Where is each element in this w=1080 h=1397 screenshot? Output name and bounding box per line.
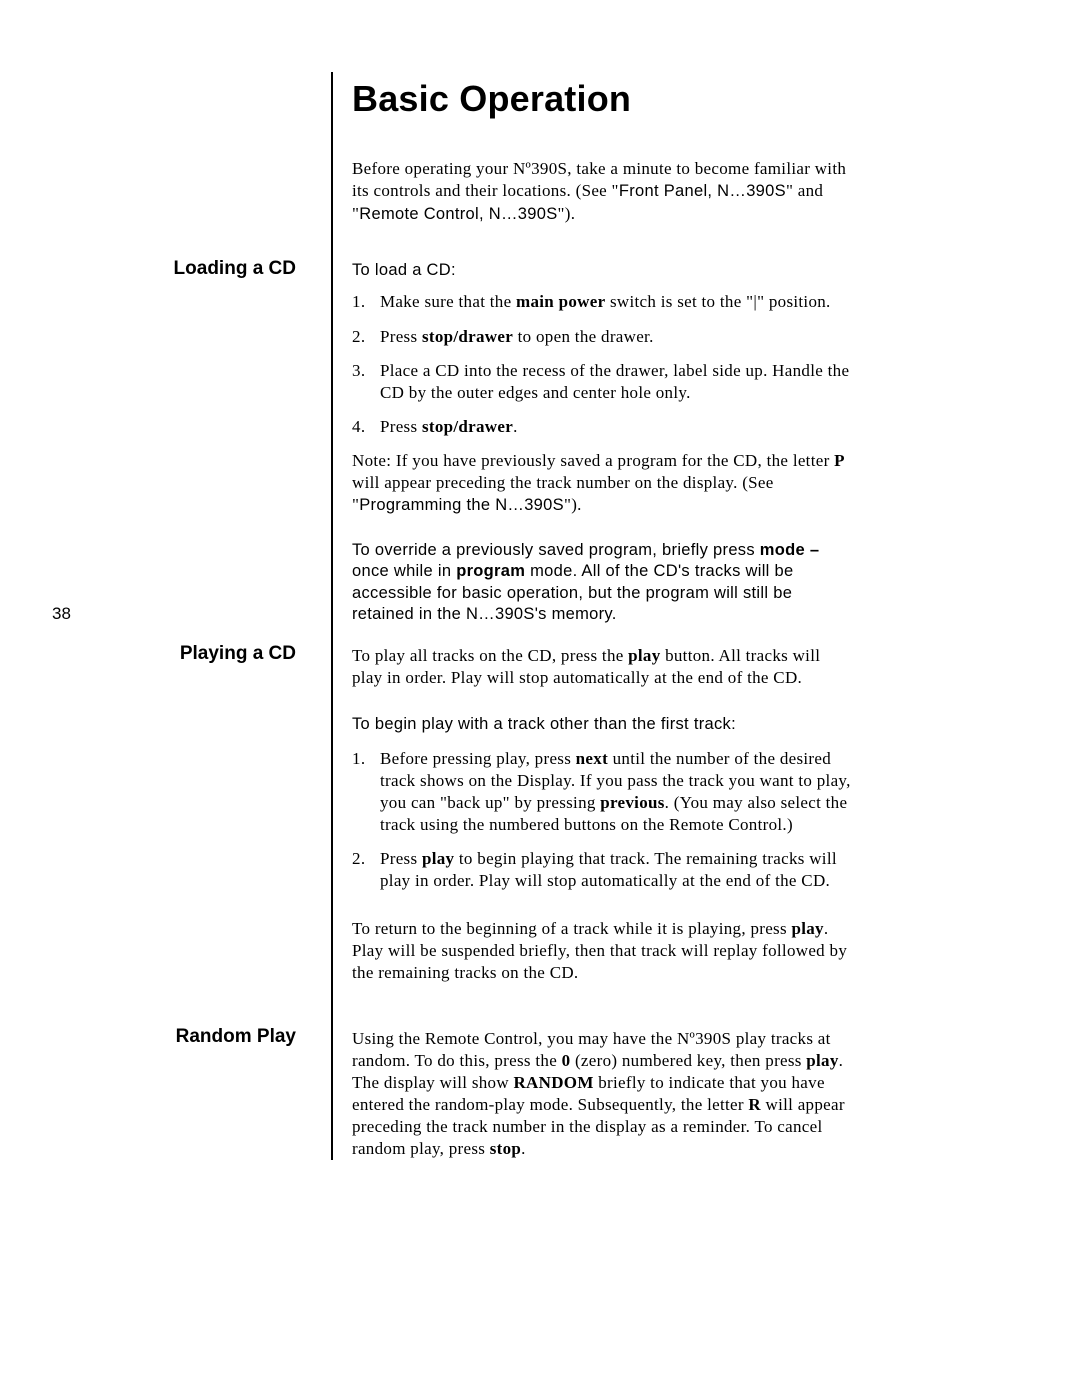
list-item: Press stop/drawer. bbox=[352, 416, 852, 438]
loading-note: Note: If you have previously saved a pro… bbox=[352, 450, 852, 517]
playing-p1: To play all tracks on the CD, press the … bbox=[352, 645, 852, 689]
list-item: Place a CD into the recess of the drawer… bbox=[352, 360, 852, 404]
vertical-divider bbox=[331, 72, 333, 1160]
page-number: 38 bbox=[52, 604, 71, 624]
playing-steps: Before pressing play, press next until t… bbox=[352, 748, 852, 893]
list-item: Before pressing play, press next until t… bbox=[352, 748, 852, 836]
list-item: Make sure that the main power switch is … bbox=[352, 291, 852, 313]
list-item: Press play to begin playing that track. … bbox=[352, 848, 852, 892]
manual-page: 38 Basic Operation Before operating your… bbox=[0, 0, 1080, 1397]
playing-p2: To begin play with a track other than th… bbox=[352, 714, 852, 735]
side-heading-random: Random Play bbox=[0, 1026, 310, 1048]
loading-body: To load a CD: Make sure that the main po… bbox=[352, 260, 852, 450]
list-item: Press stop/drawer to open the drawer. bbox=[352, 326, 852, 348]
random-body: Using the Remote Control, you may have t… bbox=[352, 1028, 852, 1161]
loading-steps: Make sure that the main power switch is … bbox=[352, 291, 852, 437]
loading-override: To override a previously saved program, … bbox=[352, 540, 852, 626]
side-heading-loading: Loading a CD bbox=[0, 258, 310, 280]
intro-paragraph: Before operating your Nº390S, take a min… bbox=[352, 158, 852, 225]
loading-lead: To load a CD: bbox=[352, 260, 852, 281]
playing-steps-block: Before pressing play, press next until t… bbox=[352, 738, 852, 905]
playing-p3: To return to the beginning of a track wh… bbox=[352, 918, 852, 984]
side-heading-playing: Playing a CD bbox=[0, 643, 310, 665]
page-title: Basic Operation bbox=[352, 78, 631, 120]
